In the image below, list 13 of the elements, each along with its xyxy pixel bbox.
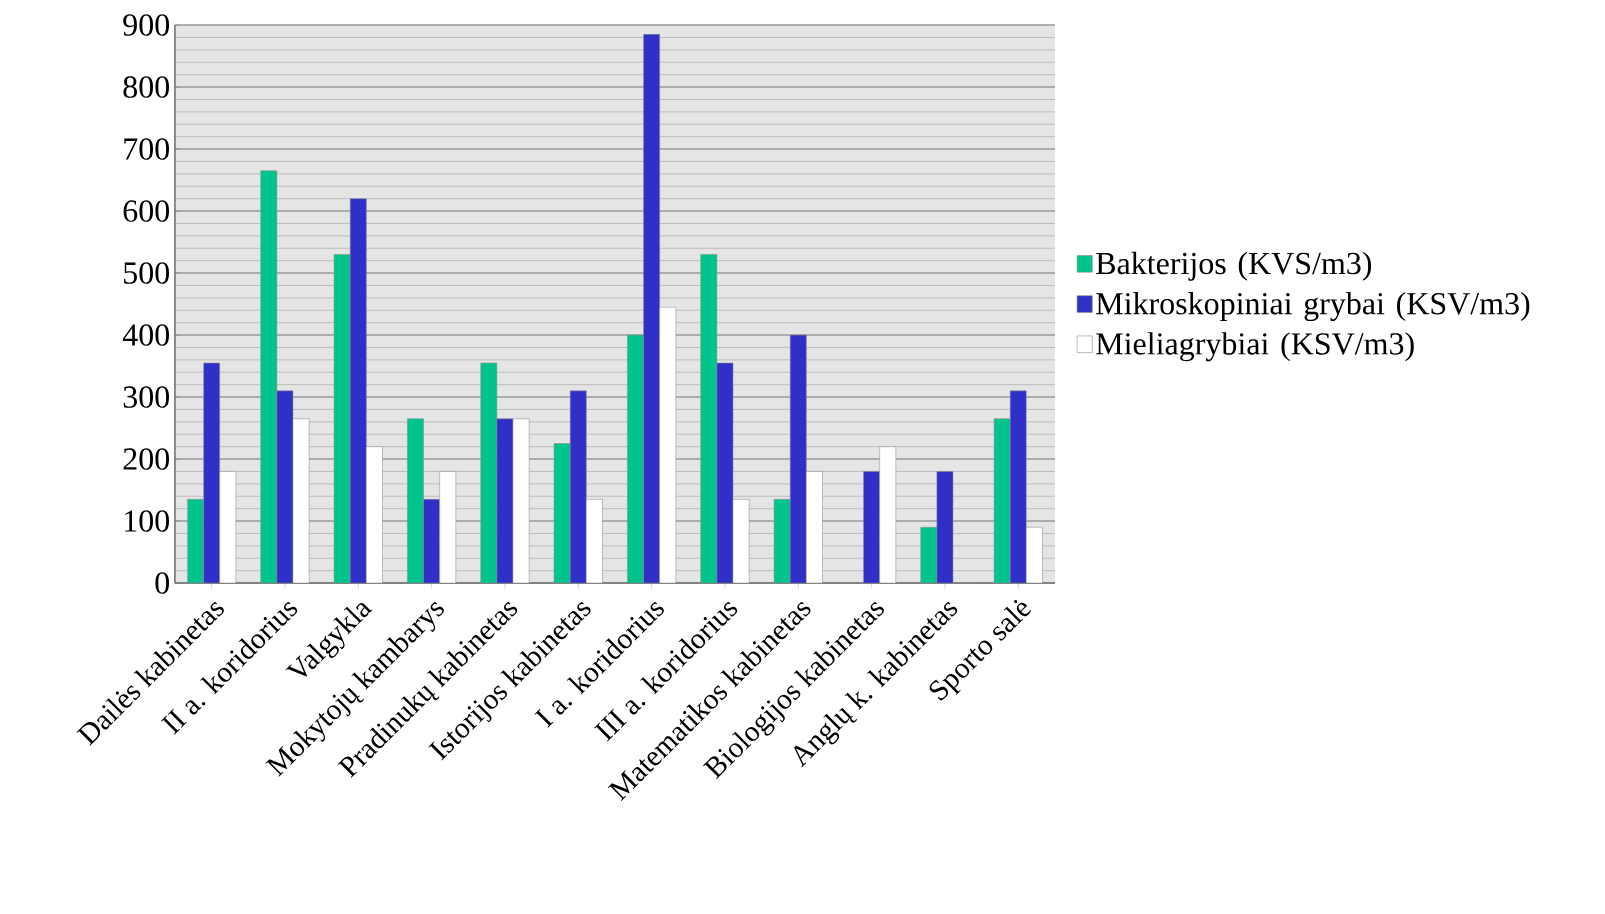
y-tick-label: 900 xyxy=(123,14,170,36)
legend-label: Mieliagrybiai (KSV/m3) xyxy=(1096,332,1414,362)
y-tick-label: 800 xyxy=(123,76,170,98)
y-tick-label: 200 xyxy=(123,448,170,470)
legend-label: Mikroskopiniai grybai (KSV/m3) xyxy=(1096,291,1530,322)
y-tick-label: 600 xyxy=(123,200,170,222)
y-tick-label: 400 xyxy=(122,324,170,346)
y-tick-label: 700 xyxy=(124,138,170,160)
y-tick-label: 0 xyxy=(155,572,170,594)
y-tick-label: 500 xyxy=(124,262,170,284)
y-tick-label: 100 xyxy=(125,510,170,532)
y-tick-label: 300 xyxy=(123,386,170,408)
legend-label: Bakterijos (KVS/m3) xyxy=(1096,251,1372,281)
